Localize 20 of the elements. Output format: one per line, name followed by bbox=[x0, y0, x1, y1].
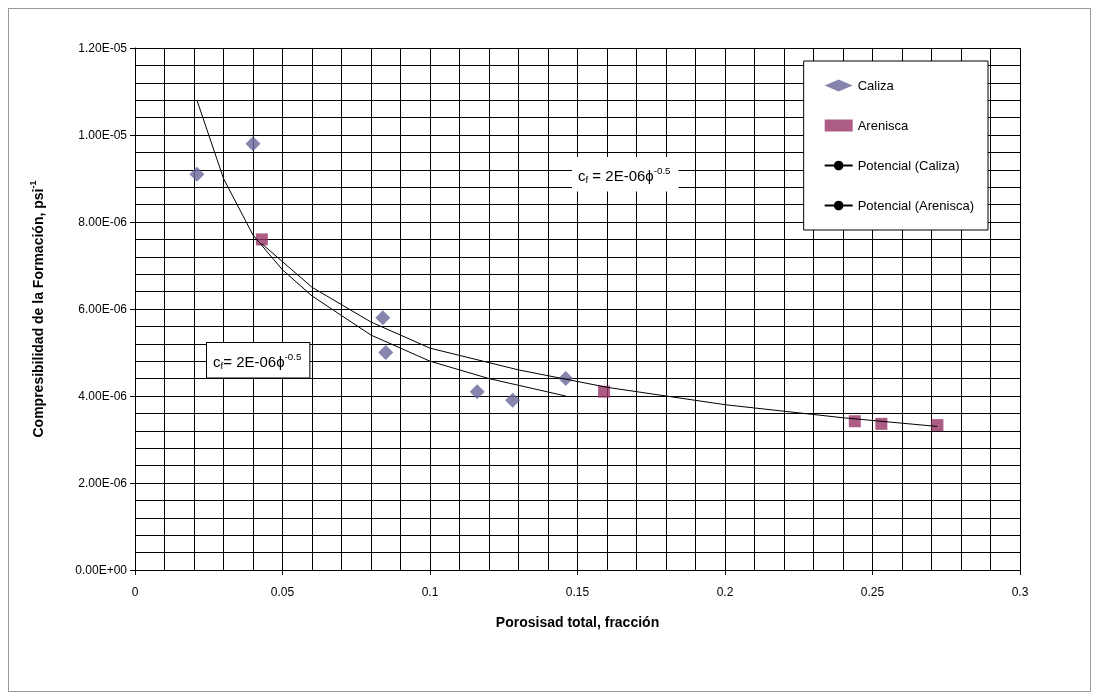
x-tick-label: 0.3 bbox=[1011, 585, 1029, 599]
legend-label: Potencial (Caliza) bbox=[857, 158, 960, 173]
y-tick-label: 1.00E-05 bbox=[78, 128, 128, 142]
x-tick-label: 0.2 bbox=[716, 585, 734, 599]
y-tick-label: 0.00E+00 bbox=[75, 563, 128, 577]
y-tick-label: 8.00E-06 bbox=[78, 215, 128, 229]
y-tick-label: 1.20E-05 bbox=[78, 41, 128, 55]
x-axis-title: Porosisad total, fracción bbox=[495, 614, 660, 630]
y-axis-title: Compresibilidad de la Formación, psi-1 bbox=[27, 180, 46, 438]
x-tick-label: 0.05 bbox=[270, 585, 295, 599]
legend-label: Potencial (Arenisca) bbox=[857, 198, 974, 213]
legend-label: Caliza bbox=[857, 78, 895, 93]
legend-label: Arenisca bbox=[857, 118, 910, 133]
y-tick-label: 2.00E-06 bbox=[78, 476, 128, 490]
x-tick-label: 0.1 bbox=[421, 585, 439, 599]
y-tick-label: 4.00E-06 bbox=[78, 389, 128, 403]
x-tick-label: 0.15 bbox=[565, 585, 590, 599]
x-tick-label: 0.25 bbox=[860, 585, 885, 599]
x-tick-label: 0 bbox=[131, 585, 139, 599]
y-tick-label: 6.00E-06 bbox=[78, 302, 128, 316]
